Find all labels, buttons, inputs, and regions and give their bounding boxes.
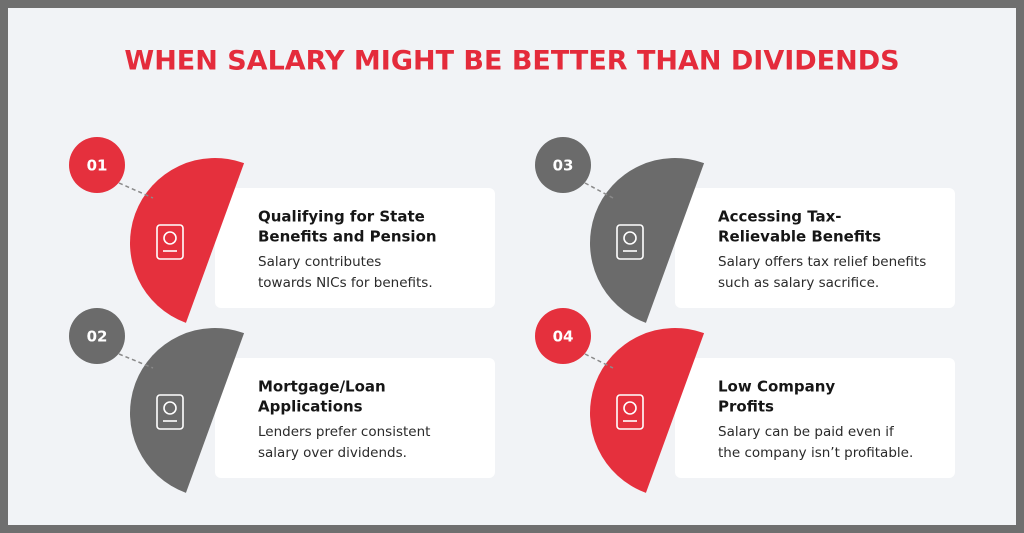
heading: Profits [718,398,774,416]
item: 01 Qualifying for State Benefits and Pensi… [69,137,495,323]
half-disc [130,328,245,493]
card [675,188,955,308]
number-badge [69,308,125,364]
icon [623,401,637,415]
description: salary over dividends. [258,445,407,461]
heading: Applications [258,398,363,416]
heading: Relievable Benefits [718,228,881,246]
connector [584,182,614,199]
half-disc [130,158,245,323]
connector [118,353,154,369]
card [215,358,495,478]
number: 04 [553,328,574,346]
number-badge [69,137,125,193]
icon [616,224,644,260]
description: Salary can be paid even if [718,424,895,440]
description: towards NICs for benefits. [258,275,433,291]
item: 03 Accessing Tax- Relievable Benefits Salar… [535,137,955,323]
connector [584,353,614,369]
description: Salary contributes [258,254,381,270]
number: 02 [87,328,108,346]
icon [616,394,644,430]
title: WHEN SALARY MIGHT BE BETTER THAN DIVIDEN… [124,46,899,77]
description: such as salary sacrifice. [718,275,879,291]
item: 02 Mortgage/Loan Applications Lenders prefe… [69,308,495,493]
half-disc [590,158,705,323]
connector [118,182,154,199]
icon [163,231,177,245]
number-badge [535,308,591,364]
description: Lenders prefer consistent [258,424,430,440]
card [215,188,495,308]
card [675,358,955,478]
description: Salary offers tax relief benefits [718,254,926,270]
item: 04 Low Company Profits Salary can be paid e… [535,308,955,493]
icon [623,231,637,245]
heading: Qualifying for State [258,208,425,226]
icon [156,224,184,260]
items: 01 Qualifying for State Benefits and Pensi… [69,137,955,493]
heading: Accessing Tax- [718,208,842,226]
half-disc [590,328,705,493]
description: the company isn’t profitable. [718,445,913,461]
number: 03 [553,157,574,175]
heading: Low Company [718,378,835,396]
heading: Benefits and Pension [258,228,437,246]
heading: Mortgage/Loan [258,378,386,396]
number: 01 [87,157,108,175]
icon [156,394,184,430]
icon [163,401,177,415]
number-badge [535,137,591,193]
